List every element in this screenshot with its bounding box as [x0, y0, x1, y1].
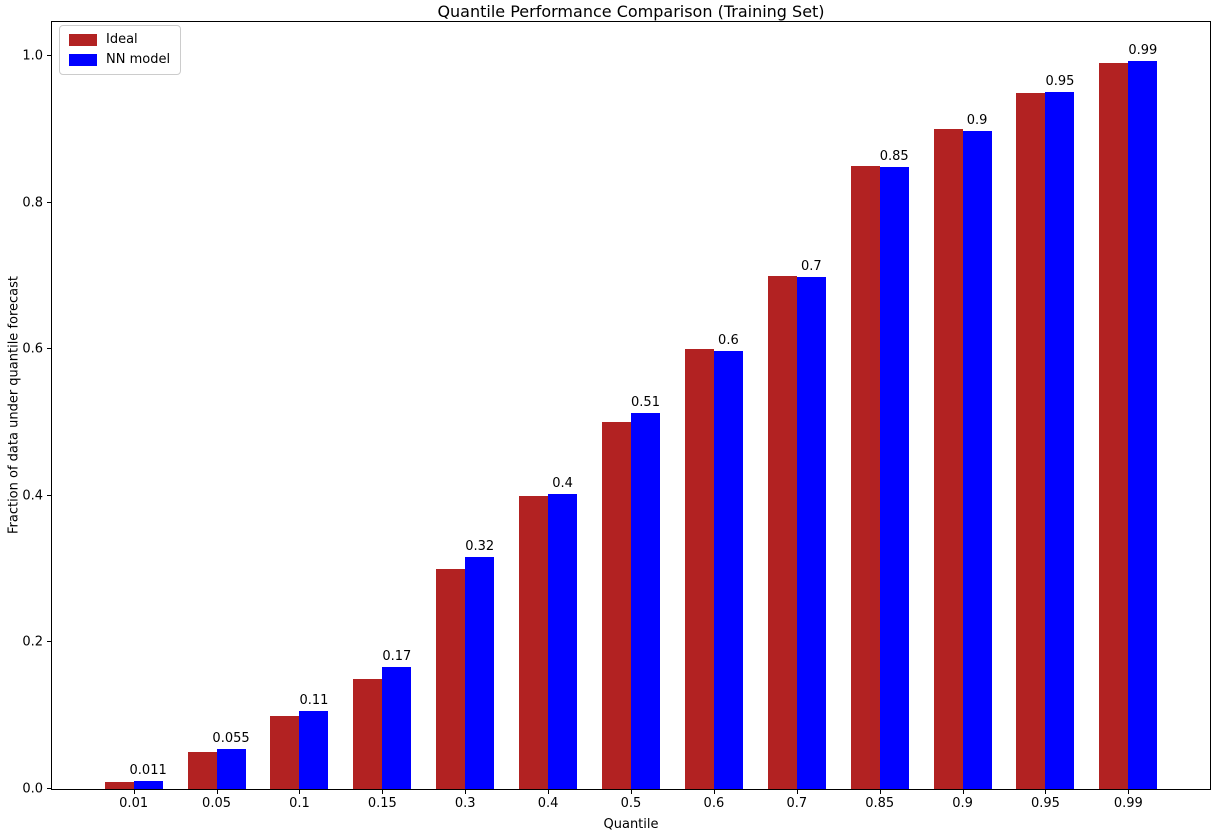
x-tick-mark: [548, 790, 550, 794]
x-tick-mark: [216, 790, 218, 794]
x-tick-label: 0.85: [865, 796, 895, 811]
x-tick-mark: [465, 790, 467, 794]
legend-swatch-nn-model: [69, 54, 97, 66]
bar-value-label: 0.85: [879, 149, 909, 165]
bar-value-label: 0.9: [966, 112, 988, 128]
y-tick-label: 0.2: [22, 634, 43, 650]
y-tick-mark: [47, 788, 51, 789]
bar-value-label: 0.011: [129, 762, 167, 778]
bar-value-label: 0.95: [1045, 73, 1075, 89]
bar-nn-model-0.6: [713, 351, 743, 789]
bar-ideal-0.5: [601, 422, 631, 789]
bar-value-label: 0.055: [212, 731, 250, 747]
bar-nn-model-0.4: [548, 493, 578, 789]
y-tick-label: 0.0: [22, 781, 43, 797]
bar-ideal-0.6: [684, 349, 714, 789]
x-tick-mark: [1045, 790, 1047, 794]
x-tick-label: 0.15: [367, 796, 397, 811]
bar-ideal-0.15: [353, 679, 383, 789]
x-tick-mark: [133, 790, 135, 794]
bar-ideal-0.95: [1016, 92, 1046, 789]
bar-ideal-0.05: [187, 752, 217, 789]
x-tick-label: 0.99: [1113, 796, 1143, 811]
y-tick-mark: [47, 54, 51, 56]
x-tick-label: 0.01: [119, 796, 149, 811]
bar-value-label: 0.11: [299, 692, 329, 708]
bar-nn-model-0.85: [879, 167, 909, 789]
y-tick-label: 1.0: [22, 48, 43, 64]
legend-label-nn-model: NN model: [106, 52, 171, 67]
legend-swatch-ideal: [69, 34, 97, 46]
x-tick-mark: [631, 790, 632, 794]
bar-value-label: 0.51: [631, 394, 660, 410]
x-tick-label: 0.1: [289, 796, 310, 811]
legend-item-nn-model: NN model: [69, 53, 170, 67]
bar-nn-model-0.99: [1128, 61, 1158, 789]
legend-label-ideal: Ideal: [106, 32, 138, 47]
y-tick-label: 0.6: [22, 341, 43, 357]
x-tick-label: 0.7: [786, 796, 808, 811]
chart-title: Quantile Performance Comparison (Trainin…: [437, 2, 825, 21]
y-tick-mark: [47, 201, 51, 203]
x-tick-mark: [962, 790, 964, 794]
bar-ideal-0.7: [767, 275, 797, 789]
bar-nn-model-0.01: [133, 780, 163, 789]
x-tick-mark: [382, 790, 384, 794]
bar-value-label: 0.32: [465, 539, 495, 555]
bar-nn-model-0.5: [631, 412, 660, 789]
y-tick-mark: [47, 494, 51, 496]
y-tick-mark: [47, 348, 51, 350]
bar-value-label: 0.6: [718, 333, 739, 349]
x-tick-mark: [713, 790, 715, 794]
plot-area: Ideal NN model 0.011 0.01 0.055 0.05 0.11 0.1 0…: [22, 21, 1211, 811]
y-tick-label: 0.4: [22, 488, 43, 504]
bar-nn-model-0.15: [382, 667, 412, 789]
x-tick-label: 0.3: [454, 796, 476, 811]
x-tick-label: 0.95: [1030, 796, 1060, 811]
y-axis-label: Fraction of data under quantile forecast: [6, 275, 22, 535]
x-tick-label: 0.9: [952, 796, 973, 811]
bar-ideal-0.85: [850, 165, 880, 789]
bar-value-label: 0.7: [800, 259, 822, 275]
x-tick-mark: [1128, 790, 1130, 794]
x-tick-label: 0.05: [202, 796, 232, 811]
bar-nn-model-0.9: [962, 130, 992, 789]
bar-ideal-0.9: [933, 129, 963, 789]
bar-ideal-0.01: [104, 781, 134, 789]
x-tick-label: 0.6: [703, 796, 725, 811]
x-axis-label: Quantile: [603, 817, 659, 832]
y-tick-label: 0.8: [22, 195, 43, 211]
y-tick-mark: [47, 641, 51, 643]
legend-item-ideal: Ideal: [69, 33, 170, 47]
x-tick-mark: [879, 790, 881, 794]
legend: Ideal NN model: [59, 25, 182, 75]
bar-nn-model-0.3: [465, 557, 495, 789]
bar-ideal-0.4: [519, 495, 549, 789]
x-tick-mark: [796, 790, 798, 794]
bar-nn-model-0.95: [1045, 91, 1075, 789]
bar-value-label: 0.99: [1128, 43, 1158, 59]
x-tick-mark: [299, 790, 301, 794]
bar-ideal-0.99: [1099, 63, 1129, 789]
bar-nn-model-0.7: [796, 277, 826, 789]
x-tick-label: 0.4: [537, 796, 559, 811]
bar-ideal-0.3: [436, 569, 466, 789]
bar-value-label: 0.17: [382, 649, 412, 665]
bar-ideal-0.1: [270, 715, 300, 789]
bar-nn-model-0.05: [216, 749, 246, 789]
bar-value-label: 0.4: [552, 475, 573, 491]
x-tick-label: 0.5: [620, 796, 642, 811]
bar-nn-model-0.1: [299, 710, 329, 789]
